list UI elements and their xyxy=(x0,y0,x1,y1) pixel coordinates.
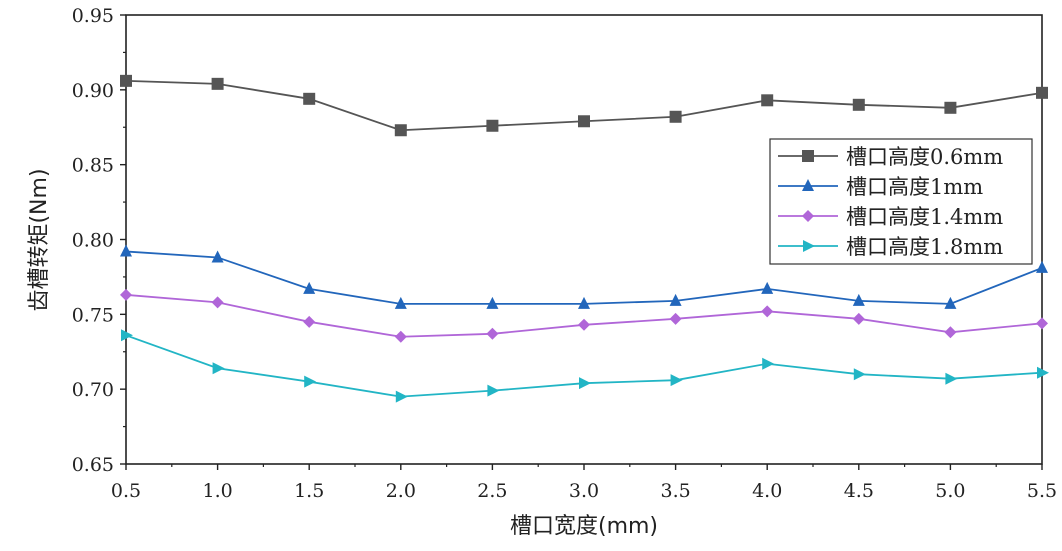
data-point xyxy=(211,250,224,263)
data-point xyxy=(669,110,682,123)
data-point xyxy=(486,119,499,132)
x-tick-label: 4.5 xyxy=(844,480,874,502)
data-point xyxy=(852,312,865,325)
data-point xyxy=(1036,317,1048,330)
data-point xyxy=(395,390,408,403)
x-axis-title: 槽口宽度(mm) xyxy=(510,514,658,539)
data-point xyxy=(578,296,590,309)
data-point xyxy=(487,384,500,397)
x-tick-label: 2.0 xyxy=(386,480,416,502)
legend-label: 槽口高度1.8mm xyxy=(846,235,1003,259)
series-4 xyxy=(121,329,1049,403)
legend-label: 槽口高度1mm xyxy=(846,175,983,199)
y-axis-title: 齿槽转矩(Nm) xyxy=(27,168,52,311)
y-tick-label: 0.85 xyxy=(72,155,114,177)
x-tick-label: 5.5 xyxy=(1027,480,1057,502)
data-point xyxy=(120,74,132,87)
x-tick-label: 1.5 xyxy=(294,480,324,502)
legend-marker xyxy=(803,240,815,252)
data-point xyxy=(303,281,316,294)
data-point xyxy=(944,326,957,339)
y-tick-label: 0.80 xyxy=(72,230,114,252)
series-3 xyxy=(120,288,1048,343)
y-tick-label: 0.95 xyxy=(72,5,114,27)
data-point xyxy=(669,293,682,306)
data-point xyxy=(578,115,590,128)
data-point xyxy=(212,362,225,375)
data-point xyxy=(304,375,317,388)
data-point xyxy=(945,372,958,385)
data-point xyxy=(944,101,957,114)
data-point xyxy=(211,77,224,90)
data-point xyxy=(211,296,224,309)
data-point xyxy=(762,357,775,370)
legend-label: 槽口高度0.6mm xyxy=(846,145,1003,169)
x-tick-label: 0.5 xyxy=(111,480,141,502)
data-point xyxy=(1036,86,1048,99)
series-line xyxy=(125,334,1043,398)
data-point xyxy=(120,288,132,301)
data-point xyxy=(852,98,865,111)
data-point xyxy=(579,377,591,390)
y-tick-label: 0.90 xyxy=(72,80,114,102)
data-point xyxy=(761,94,774,107)
y-tick-label: 0.75 xyxy=(72,304,114,326)
data-point xyxy=(303,315,316,328)
series-1 xyxy=(120,74,1048,137)
x-tick-label: 4.0 xyxy=(752,480,782,502)
data-point xyxy=(394,330,407,343)
x-tick-label: 1.0 xyxy=(202,480,232,502)
y-tick-label: 0.65 xyxy=(72,454,114,476)
data-point xyxy=(486,327,499,340)
data-point xyxy=(486,296,499,309)
legend-marker xyxy=(802,179,814,191)
series-2 xyxy=(120,244,1048,309)
data-point xyxy=(1037,366,1049,379)
data-point xyxy=(761,305,774,318)
data-point xyxy=(670,374,683,387)
data-point xyxy=(852,293,865,306)
data-point xyxy=(394,296,407,309)
data-point xyxy=(120,244,132,257)
data-point xyxy=(578,318,590,331)
data-point xyxy=(1036,260,1048,273)
legend-marker xyxy=(802,210,814,222)
x-tick-label: 5.0 xyxy=(935,480,965,502)
data-point xyxy=(853,368,866,381)
x-tick-label: 3.0 xyxy=(569,480,599,502)
legend-label: 槽口高度1.4mm xyxy=(846,205,1003,229)
data-point xyxy=(944,296,957,309)
x-tick-label: 3.5 xyxy=(660,480,690,502)
legend: 槽口高度0.6mm 槽口高度1mm 槽口高度1.4mm 槽口高度1.8mm xyxy=(769,138,1033,265)
data-point xyxy=(394,124,407,137)
y-tick-label: 0.70 xyxy=(72,379,114,401)
data-point xyxy=(669,312,682,325)
legend-marker xyxy=(802,150,814,162)
data-point xyxy=(761,281,774,294)
data-point xyxy=(121,329,133,342)
data-point xyxy=(303,92,316,105)
x-tick-label: 2.5 xyxy=(477,480,507,502)
